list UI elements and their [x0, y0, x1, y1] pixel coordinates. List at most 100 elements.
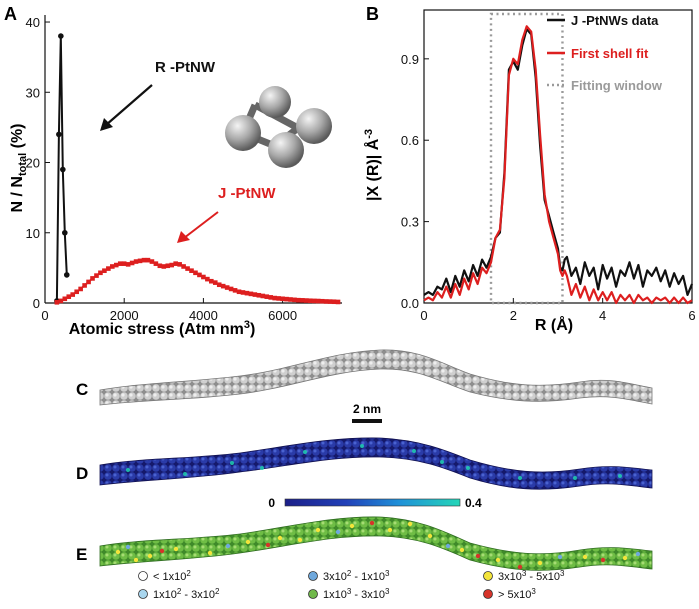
- data-point-j-ptnw: [327, 299, 333, 304]
- panel-b-ylabel: |X (R)| Å-3: [363, 129, 382, 201]
- data-point-j-ptnw: [256, 292, 262, 298]
- data-point-j-ptnw: [157, 263, 163, 269]
- panel-a-ticks: 0 2000 4000 6000 0 10 20 30 40: [26, 15, 298, 323]
- series-line-j-ptnw: [56, 259, 339, 304]
- panel-label-d: D: [76, 464, 88, 483]
- data-point-j-ptnw: [193, 270, 198, 276]
- j-ptnw-label: J -PtNW: [218, 185, 276, 202]
- legend-label-data: J -PtNWs data: [571, 13, 659, 28]
- data-point-j-ptnw: [264, 294, 270, 299]
- legend-range-label: 1x103 - 3x103: [323, 587, 390, 601]
- y-tick-label: 0.9: [401, 52, 419, 67]
- data-point-j-ptnw: [212, 280, 218, 285]
- y-tick-label: 0.6: [401, 133, 419, 148]
- data-point-j-ptnw: [315, 298, 321, 304]
- y-tick-label: 10: [26, 226, 40, 241]
- data-point-j-ptnw: [165, 263, 171, 269]
- x-tick-label: 6000: [268, 308, 297, 323]
- pt-tetrahedron-model: [225, 86, 332, 168]
- data-point-j-ptnw: [244, 290, 250, 296]
- stress-blue-atoms: [125, 529, 641, 560]
- stress-red-atoms: [159, 520, 606, 570]
- legend-label-fit: First shell fit: [571, 46, 649, 61]
- panel-a-axes: [44, 15, 342, 304]
- panel-b: B 0 2 4 6 0.0 0.3 0.6 0.9 J -PtNWs data First s…: [363, 4, 696, 334]
- legend-range-label: 3x103 - 5x103: [498, 569, 565, 583]
- data-point-j-ptnw: [173, 261, 178, 266]
- y-tick-label: 0.3: [401, 215, 419, 230]
- data-point-j-ptnw: [240, 290, 246, 295]
- series-line-first-shell-fit: [423, 25, 693, 305]
- panel-a-xlabel: Atomic stress (Atm nm3): [69, 319, 256, 338]
- data-point-j-ptnw: [90, 276, 95, 281]
- y-tick-label: 30: [26, 85, 40, 100]
- data-point-r-ptnw: [58, 33, 64, 39]
- data-point-j-ptnw: [121, 261, 127, 266]
- data-point-j-ptnw: [205, 276, 210, 282]
- y-tick-label: 0: [33, 296, 40, 311]
- data-point-r-ptnw: [56, 131, 62, 138]
- data-point-j-ptnw: [94, 273, 99, 278]
- data-point-j-ptnw: [284, 296, 289, 302]
- legend-swatch: [483, 571, 493, 581]
- data-point-j-ptnw: [252, 292, 258, 297]
- data-point-j-ptnw: [117, 261, 123, 266]
- data-point-j-ptnw: [70, 292, 76, 297]
- data-point-j-ptnw: [58, 298, 64, 304]
- legend-range-label: 1x102 - 3x102: [153, 587, 220, 601]
- data-point-j-ptnw: [276, 296, 281, 301]
- data-point-j-ptnw: [82, 283, 87, 288]
- data-point-j-ptnw: [319, 298, 325, 304]
- panel-a-series: [54, 33, 341, 305]
- data-point-j-ptnw: [296, 297, 301, 303]
- panel-b-ticks: 0 2 4 6 0.0 0.3 0.6 0.9: [401, 52, 696, 323]
- data-point-j-ptnw: [62, 296, 68, 302]
- x-tick-label: 6: [688, 308, 695, 323]
- legend-swatch: [483, 589, 493, 599]
- y-tick-label: 40: [26, 15, 40, 30]
- strain-hotspots: [126, 444, 622, 480]
- legend-range-label: 3x102 - 1x103: [323, 569, 390, 583]
- data-point-j-ptnw: [236, 289, 242, 295]
- legend-swatch: [138, 589, 148, 599]
- r-ptnw-arrow: [100, 84, 153, 131]
- data-point-j-ptnw: [224, 285, 230, 290]
- data-point-j-ptnw: [300, 298, 305, 303]
- data-point-j-ptnw: [216, 282, 222, 288]
- stress-legend: < 1x102 1x102 - 3x102 3x102 - 1x103 1x103 -…: [138, 569, 565, 601]
- r-ptnw-label: R -PtNW: [155, 59, 216, 76]
- legend-range-label: > 5x103: [498, 587, 536, 601]
- data-point-j-ptnw: [129, 260, 135, 266]
- legend-swatch: [308, 589, 318, 599]
- data-point-j-ptnw: [292, 297, 297, 303]
- data-point-j-ptnw: [149, 259, 155, 264]
- data-point-r-ptnw: [60, 166, 66, 173]
- data-point-j-ptnw: [260, 293, 266, 299]
- panel-label-a: A: [4, 4, 17, 24]
- data-point-j-ptnw: [106, 266, 111, 271]
- x-tick-label: 4000: [189, 308, 218, 323]
- data-point-j-ptnw: [113, 262, 119, 268]
- data-point-j-ptnw: [304, 298, 309, 303]
- panel-a: A 0 2000 4000 6000 0 10 20 30 40 R -PtNW J -PtNW…: [4, 4, 342, 338]
- data-point-j-ptnw: [220, 283, 226, 289]
- data-point-j-ptnw: [54, 299, 60, 305]
- data-point-j-ptnw: [323, 299, 329, 304]
- panel-b-series: [423, 25, 694, 305]
- data-point-j-ptnw: [161, 264, 167, 269]
- nanowire-stress-map: [99, 516, 653, 571]
- legend-swatch: [138, 571, 148, 581]
- y-tick-label: 0.0: [401, 296, 419, 311]
- data-point-j-ptnw: [311, 298, 317, 304]
- fitting-window-rect: [489, 12, 564, 305]
- colorbar-max-label: 0.4: [465, 496, 482, 510]
- panel-label-c: C: [76, 380, 88, 399]
- data-point-j-ptnw: [137, 258, 143, 264]
- data-point-j-ptnw: [280, 296, 285, 302]
- data-point-r-ptnw: [63, 272, 70, 278]
- data-point-j-ptnw: [145, 257, 151, 263]
- data-point-j-ptnw: [248, 291, 254, 297]
- legend-label-window: Fitting window: [571, 78, 663, 93]
- data-point-j-ptnw: [308, 298, 313, 304]
